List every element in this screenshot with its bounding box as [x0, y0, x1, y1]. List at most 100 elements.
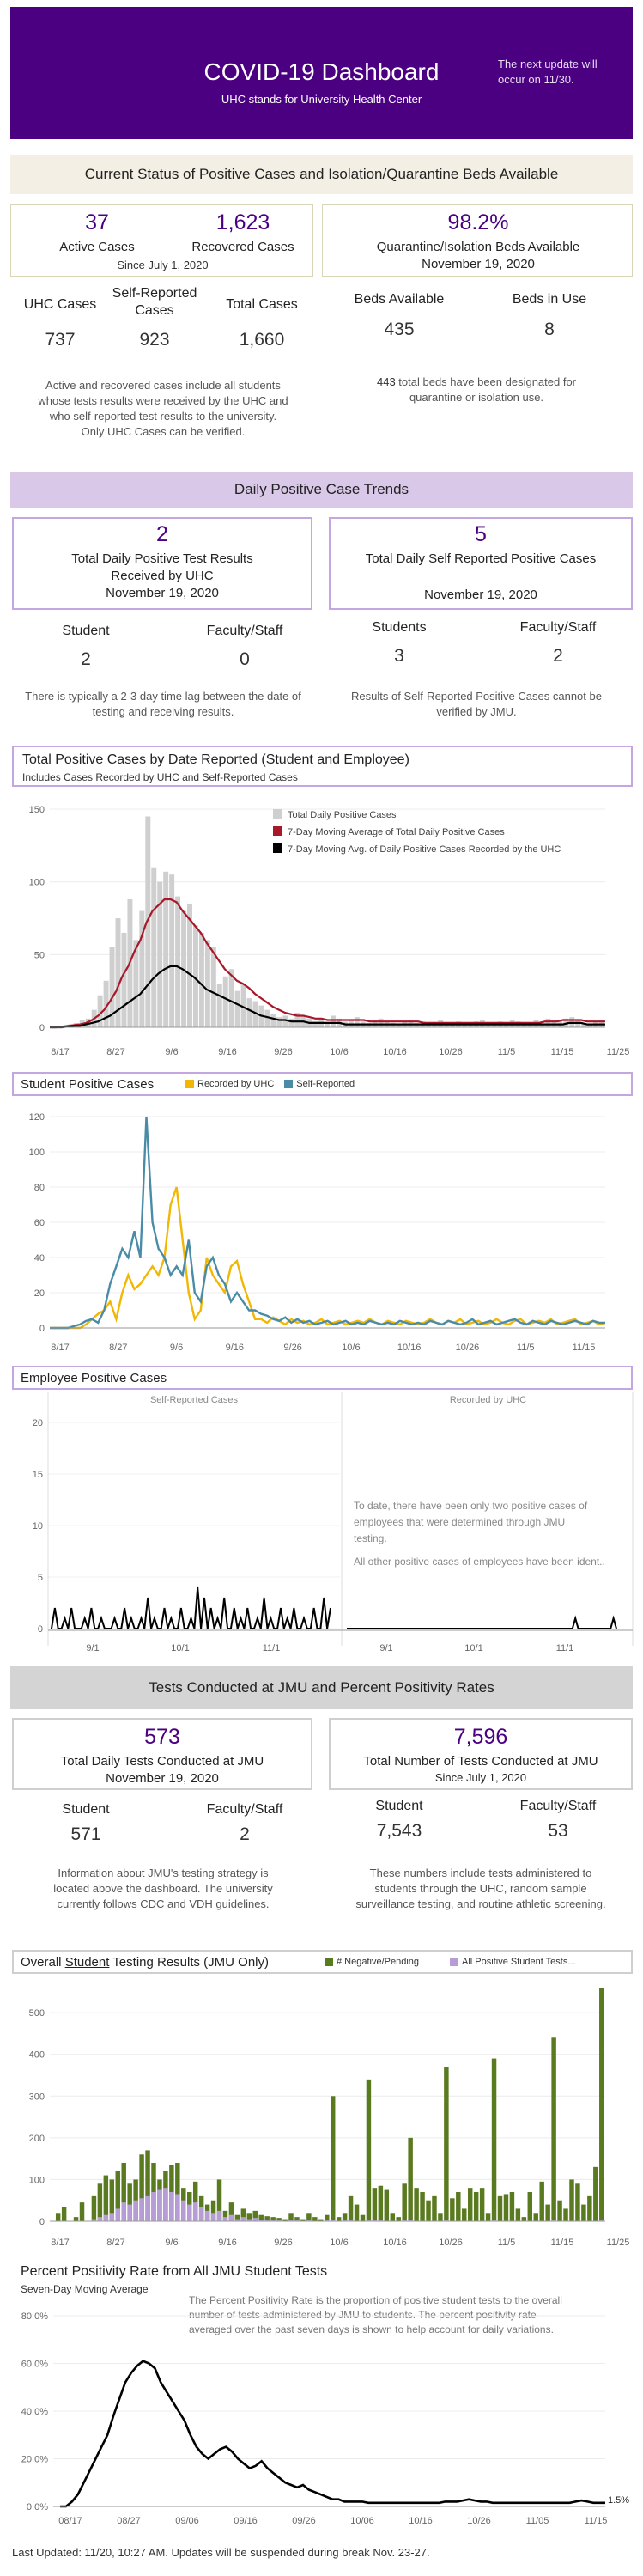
update-note: The next update will occur on 11/30. — [498, 57, 627, 88]
daily-total-bar — [426, 1024, 432, 1027]
beds-in-use-value: 8 — [544, 320, 555, 339]
negative-pending-bar — [192, 2181, 198, 2221]
tests-included-note: These numbers include tests administered… — [331, 1866, 631, 1912]
negative-pending-bar — [384, 2189, 390, 2221]
negative-pending-bar — [115, 2171, 120, 2221]
chart5-xtick: 08/27 — [117, 2516, 141, 2526]
legend-uhc-label: Recorded by UHC — [197, 1079, 275, 1089]
positive-test-bar — [103, 2214, 109, 2221]
negative-pending-bar — [527, 2192, 533, 2221]
negative-pending-bar — [55, 2213, 61, 2221]
chart5-xtick: 11/15 — [585, 2516, 608, 2526]
daily-faculty-value: 0 — [240, 649, 250, 669]
daily-total-bar — [378, 1018, 384, 1027]
beds-note-line1: 443 total beds have been designated for — [331, 375, 622, 390]
negative-pending-bar — [521, 2217, 527, 2221]
chart1-ytick: 100 — [29, 878, 45, 888]
positive-test-bar — [115, 2208, 120, 2221]
daily-total-bar — [121, 932, 127, 1027]
negative-pending-bar — [258, 2214, 264, 2221]
daily-total-bar — [246, 998, 252, 1027]
chart1-title: Total Positive Cases by Date Reported (S… — [22, 752, 409, 767]
chart2-ytick: 20 — [34, 1288, 45, 1299]
chart2-xtick: 10/16 — [397, 1343, 422, 1353]
negative-pending-bar — [336, 2217, 342, 2221]
chart2-title-box: Student Positive Cases Recorded by UHC S… — [12, 1072, 633, 1096]
negative-pending-bar — [372, 2188, 378, 2221]
chart5-ytick: 40.0% — [21, 2407, 48, 2417]
daily-total-bar — [163, 871, 169, 1027]
chart2-ytick: 40 — [34, 1253, 45, 1264]
negative-pending-bar — [139, 2154, 144, 2221]
positivity-note-line1: The Percent Positivity Rate is the propo… — [189, 2294, 562, 2306]
positivity-rate-line — [60, 2360, 605, 2508]
negative-pending-bar — [306, 2213, 312, 2221]
daily-total-bar — [175, 896, 181, 1027]
negative-pending-bar — [438, 2213, 443, 2221]
daily-total-bar — [234, 990, 240, 1027]
beds-note: 443 total beds have been designated for … — [331, 375, 622, 405]
chart4-xtick: 11/25 — [607, 2238, 630, 2248]
negative-pending-bar — [342, 2213, 348, 2221]
negative-pending-bar — [545, 2204, 550, 2221]
total-tests-label: Total Number of Tests Conducted at JMU — [363, 1754, 598, 1769]
chart4-ytick: 500 — [29, 2008, 45, 2019]
chart1-ytick: 0 — [39, 1023, 45, 1033]
negative-pending-bar — [79, 2202, 85, 2221]
positive-test-bar — [222, 2217, 228, 2221]
negative-pending-bar — [216, 2179, 222, 2221]
negative-pending-bar — [234, 2214, 240, 2221]
employee-note-line3: testing. — [354, 1532, 387, 1544]
chart2-xtick: 9/6 — [170, 1343, 183, 1353]
negative-pending-bar — [145, 2150, 150, 2221]
negative-pending-bar — [462, 2208, 467, 2221]
chart1-legend-swatch — [273, 843, 282, 853]
chart4-title-pre: Overall — [21, 1955, 65, 1970]
chart4-xtick: 10/16 — [383, 2238, 407, 2248]
daily-faculty-self-label: Faculty/Staff — [519, 620, 597, 635]
chart5-xtick: 09/06 — [175, 2516, 199, 2526]
negative-pending-bar — [121, 2163, 126, 2221]
negative-pending-bar — [378, 2185, 384, 2221]
chart2-title: Student Positive Cases — [21, 1077, 155, 1092]
daily-total-bar — [294, 1013, 300, 1027]
chart1-legend-label: 7-Day Moving Avg. of Daily Positive Case… — [288, 844, 561, 855]
status-heading: Current Status of Positive Cases and Iso… — [10, 155, 633, 194]
positivity-note-line2: number of tests administered by JMU to s… — [189, 2309, 537, 2321]
daily-total-bar — [228, 969, 234, 1027]
chart1-xtick: 10/6 — [330, 1047, 348, 1057]
avg-total-line — [50, 898, 605, 1029]
lag-note: There is typically a 2-3 day time lag be… — [17, 689, 309, 720]
negative-pending-bar — [240, 2208, 246, 2221]
chart1-xtick: 10/26 — [439, 1047, 463, 1057]
uhc-cases-value: 737 — [45, 330, 76, 350]
self-reported-series-line — [50, 1116, 605, 1330]
chart5-ytick: 80.0% — [21, 2311, 48, 2322]
chart1-xtick: 9/26 — [274, 1047, 292, 1057]
positive-test-bar — [252, 2218, 258, 2221]
daily-faculty-self-value: 2 — [553, 646, 563, 666]
positive-test-bar — [175, 2194, 180, 2221]
uhc-daily-value: 2 — [156, 522, 168, 546]
chart2-xtick: 8/27 — [109, 1343, 127, 1353]
daily-total-bar — [325, 1022, 330, 1027]
chart2-ytick: 120 — [29, 1112, 45, 1123]
positive-test-bar — [163, 2188, 168, 2221]
chart5-ytick: 60.0% — [21, 2360, 48, 2370]
self-daily-value: 5 — [475, 522, 487, 546]
chart2-legend: Recorded by UHC Self-Reported — [185, 1079, 355, 1089]
negative-pending-bar — [485, 2213, 491, 2221]
chart4-xtick: 9/6 — [165, 2238, 178, 2248]
negative-pending-bar — [473, 2192, 479, 2221]
negative-pending-bar — [575, 2183, 580, 2221]
negative-pending-bar — [557, 2200, 562, 2221]
lag-note-line2: testing and receiving results. — [92, 705, 234, 718]
chart2-xtick: 10/26 — [456, 1343, 480, 1353]
chart4-title-box: Overall Student Testing Results (JMU Onl… — [12, 1950, 633, 1974]
student-positive-chart: 0 20 40 60 80 100 120 8/17 8/27 9/6 9/16 9/26 10/6 10… — [29, 1112, 606, 1353]
positive-test-bar — [192, 2202, 198, 2221]
chart1-legend-swatch — [273, 826, 282, 836]
beds-available-count: 435 — [384, 320, 415, 339]
total-cases-value: 1,660 — [239, 330, 285, 350]
daily-total-bar — [396, 1024, 402, 1027]
